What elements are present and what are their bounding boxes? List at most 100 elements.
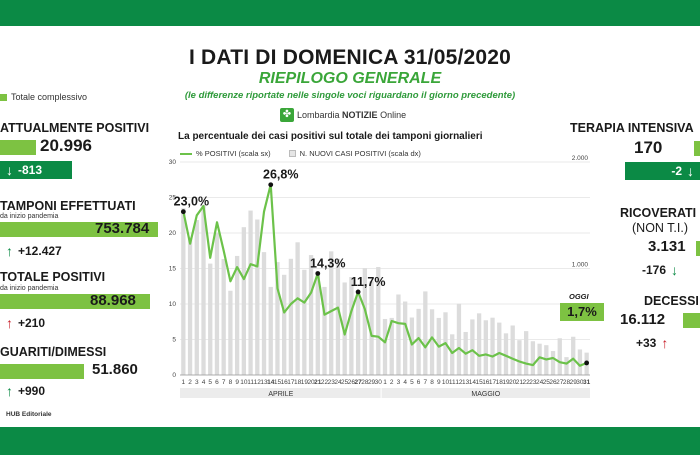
x-tick-label: 21 [314,379,322,386]
x-tick-label: 10 [442,379,450,386]
brand-logo: ✤ Lombardia NOTIZIE Online [280,107,430,123]
x-tick-label: 13 [462,379,470,386]
bar-new-cases [429,309,435,375]
ricoverati-title: RICOVERATI [620,206,697,220]
logo-icon: ✤ [280,108,294,122]
x-tick-label: 17 [489,379,497,386]
bar-new-cases [355,290,361,375]
ricoverati-value: 3.131 [648,238,686,255]
x-tick-label: 3 [195,379,199,386]
x-tick-label: 2 [188,379,192,386]
bar-new-cases [450,334,455,375]
x-tick-label: 13 [260,379,268,386]
bar-new-cases [214,232,220,375]
annotation-dot [180,209,186,215]
x-tick-label: 25 [341,379,349,386]
annotation-dot [268,182,274,188]
bar-new-cases [503,333,509,375]
decessi-delta: +33 ↑ [630,334,674,352]
bar-new-cases [288,258,294,375]
month-band-may [381,388,590,398]
totale-positivi-value: 88.968 [90,292,136,309]
bar-new-cases [564,357,569,375]
annotation-dot [315,271,321,276]
month-band-april [180,388,381,398]
bar-new-cases [490,317,495,375]
bar-new-cases [322,286,327,375]
x-tick-label: 31 [583,379,591,386]
legend-item-nuovi: N. NUOVI CASI POSITIVI (scala dx) [288,149,421,158]
tamponi-title: TAMPONI EFFETTUATI [0,199,136,213]
x-tick-label: 17 [287,379,295,386]
month-label-april: APRILE [268,391,293,398]
x-tick-label: 4 [202,379,206,386]
bar-new-cases [476,313,482,375]
bar-new-cases [268,286,273,375]
oggi-label: OGGI [569,292,589,301]
guariti-title: GUARITI/DIMESSI [0,345,107,359]
legend-total-label: Totale complessivo [11,92,88,102]
x-tick-label: 29 [368,379,376,386]
x-tick-label: 6 [417,379,421,386]
delta-value: -813 [18,163,43,177]
x-tick-label: 18 [496,379,504,386]
bar-new-cases [416,308,421,375]
x-tick-label: 23 [328,379,336,386]
legend-label: N. NUOVI CASI POSITIVI (scala dx) [299,149,421,158]
tamponi-value: 753.784 [95,220,150,237]
bar-new-cases [261,252,267,375]
bar-new-cases [369,281,374,375]
delta-value: +990 [18,384,46,398]
bar-new-cases [241,227,247,375]
bar-new-cases [530,341,536,375]
arrow-up-icon: ↑ [6,383,13,399]
delta-value: -2 [671,164,682,178]
bar-new-cases [308,255,314,375]
bar-new-cases [275,262,280,375]
bar-new-cases [577,349,583,375]
x-tick-label: 12 [254,379,262,386]
chart-legend: % POSITIVI (scala sx) N. NUOVI CASI POSI… [180,149,421,158]
footer-credit: HUB Editoriale [6,411,52,418]
x-tick-label: 16 [281,379,289,386]
decessi-value: 16.112 [620,311,666,328]
arrow-down-icon: ↓ [6,162,13,178]
totale-positivi-title: TOTALE POSITIVI [0,270,106,284]
bar-new-cases [510,325,515,375]
y-left-tick-label: 10 [169,301,177,308]
bar-new-cases [389,317,394,375]
x-tick-label: 8 [430,379,434,386]
legend-item-positivi: % POSITIVI (scala sx) [180,149,271,158]
page-title: I DATI DI DOMENICA 31/05/2020 [188,46,512,69]
x-tick-label: 4 [403,379,407,386]
bar-new-cases [248,210,253,375]
attualmente-positivi-value: 20.996 [40,136,92,155]
legend-line-swatch [180,152,192,155]
bar-new-cases [315,272,320,375]
x-tick-label: 20 [307,379,315,386]
bar-new-cases [409,317,415,375]
x-tick-label: 11 [247,379,254,386]
bottom-band [0,427,700,455]
x-tick-label: 9 [437,379,441,386]
x-tick-label: 8 [229,379,233,386]
bar-new-cases [517,340,522,375]
x-tick-label: 18 [294,379,302,386]
y-left-tick-label: 25 [169,195,177,202]
guariti-bar [0,364,84,379]
x-tick-label: 24 [536,379,544,386]
x-tick-label: 26 [549,379,557,386]
x-tick-label: 1 [383,379,387,386]
guariti-delta: ↑ +990 [0,382,51,400]
decessi-bar [683,313,700,328]
attualmente-positivi-title: ATTUALMENTE POSITIVI [0,121,150,135]
bar-new-cases [376,267,381,375]
delta-value: -176 [642,263,667,277]
bar-new-cases [181,208,186,375]
oggi-value: 1,7% [560,303,604,321]
x-tick-label: 22 [523,379,531,386]
y-left-tick-label: 15 [169,266,177,273]
totale-positivi-sub: da inizio pandemia [0,285,59,292]
ricoverati-delta: -176 ↓ [636,261,684,279]
x-tick-label: 30 [576,379,584,386]
